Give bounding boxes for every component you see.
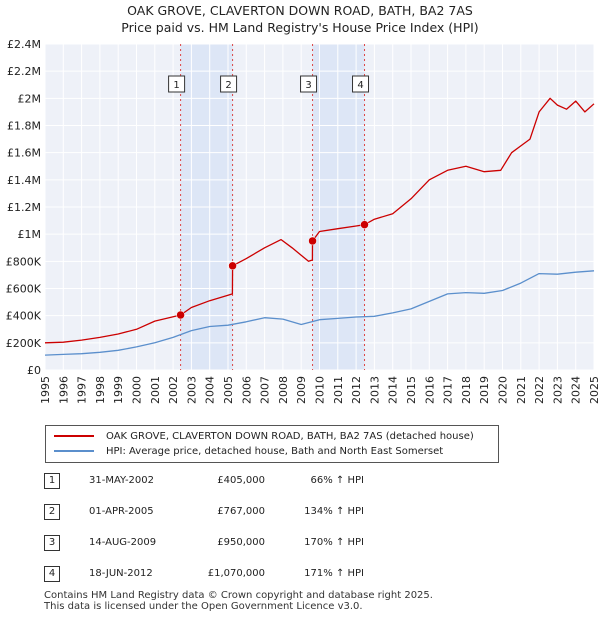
chart-title-line-2: Price paid vs. HM Land Registry's House … (121, 20, 479, 35)
y-tick-label: £2.4M (7, 38, 41, 51)
x-tick-label: 2017 (442, 376, 455, 404)
sale-number-badge: 3 (44, 535, 60, 551)
sale-marker-badge: 4 (352, 75, 370, 93)
x-tick-label: 2018 (460, 376, 473, 404)
sale-date: 18-JUN-2012 (89, 568, 153, 579)
x-tick-label: 2023 (551, 376, 564, 404)
chart-title-line-1: OAK GROVE, CLAVERTON DOWN ROAD, BATH, BA… (127, 3, 473, 18)
sale-date: 01-APR-2005 (89, 506, 154, 517)
x-tick-label: 1998 (94, 376, 107, 404)
sale-marker-badge-box (352, 75, 370, 93)
x-tick-label: 2000 (131, 376, 144, 404)
sale-marker-badge: 2 (220, 75, 238, 93)
x-tick-label: 2010 (314, 376, 327, 404)
x-tick-label: 2014 (387, 376, 400, 404)
sale-hpi-change: 66% ↑ HPI (310, 475, 364, 486)
x-tick-label: 2024 (570, 376, 583, 404)
chart-legend: OAK GROVE, CLAVERTON DOWN ROAD, BATH, BA… (45, 425, 499, 463)
x-tick-label: 2013 (368, 376, 381, 404)
sale-price: £405,000 (217, 475, 265, 486)
legend-label-hpi: HPI: Average price, detached house, Bath… (106, 446, 444, 457)
legend-swatch-property (54, 435, 94, 437)
x-tick-label: 2015 (405, 376, 418, 404)
x-tick-label: 2019 (478, 376, 491, 404)
sale-row: 3 14-AUG-2009 £950,000 170% ↑ HPI (44, 535, 484, 566)
legend-label-property: OAK GROVE, CLAVERTON DOWN ROAD, BATH, BA… (106, 431, 474, 442)
x-tick-label: 2007 (259, 376, 272, 404)
x-tick-label: 2012 (350, 376, 363, 404)
x-tick-label: 2001 (149, 376, 162, 404)
y-tick-label: £2M (18, 92, 42, 105)
footer-line-1: Contains HM Land Registry data © Crown c… (44, 590, 433, 601)
y-tick-label: £2.2M (7, 65, 41, 78)
sale-row: 4 18-JUN-2012 £1,070,000 171% ↑ HPI (44, 566, 484, 597)
y-tick-label: £1.8M (7, 120, 41, 133)
x-tick-label: 2005 (222, 376, 235, 404)
sale-marker-badge-label: 4 (357, 80, 363, 91)
sale-marker-badge: 1 (168, 75, 186, 93)
x-tick-label: 2021 (515, 376, 528, 404)
x-tick-label: 2008 (277, 376, 290, 404)
sales-table: 1 31-MAY-2002 £405,000 66% ↑ HPI 2 01-AP… (44, 473, 484, 597)
sale-marker-badge-label: 2 (225, 80, 231, 91)
sale-point (176, 310, 185, 320)
sale-price: £1,070,000 (207, 568, 265, 579)
sale-row: 1 31-MAY-2002 £405,000 66% ↑ HPI (44, 473, 484, 504)
x-tick-label: 1995 (39, 376, 52, 404)
sale-date: 31-MAY-2002 (89, 475, 155, 486)
sale-number-badge: 2 (44, 504, 60, 520)
x-tick-label: 2025 (588, 376, 600, 404)
legend-swatch-hpi (54, 450, 94, 452)
sale-point (360, 220, 369, 229)
footer-line-2: This data is licensed under the Open Gov… (44, 601, 363, 612)
x-tick-label: 2011 (332, 376, 345, 404)
sale-hpi-change: 134% ↑ HPI (304, 506, 364, 517)
x-tick-label: 2002 (167, 376, 180, 404)
x-tick-label: 2009 (295, 376, 308, 404)
sale-marker-badge: 3 (300, 75, 318, 93)
y-tick-label: £400K (6, 310, 42, 323)
sale-marker-badge-box (300, 75, 318, 93)
y-tick-label: £1.6M (7, 147, 41, 160)
legend-entry-hpi: HPI: Average price, detached house, Bath… (54, 445, 443, 459)
sale-number-badge: 1 (44, 473, 60, 489)
sale-date: 14-AUG-2009 (89, 537, 157, 548)
sale-point (308, 236, 317, 246)
sale-row: 2 01-APR-2005 £767,000 134% ↑ HPI (44, 504, 484, 535)
y-tick-label: £1.4M (7, 174, 41, 187)
series-line-hpi (44, 270, 595, 356)
x-tick-label: 1997 (76, 376, 89, 404)
x-tick-label: 2016 (423, 376, 436, 404)
price-chart: £0 £200K £400K £600K £800K £1M £1.2M £1.4M £1.6M… (6, 38, 600, 404)
sale-marker-badge-box (168, 75, 186, 93)
footer-attribution: Contains HM Land Registry data © Crown c… (44, 590, 433, 612)
sale-marker-badge-label: 3 (305, 80, 311, 91)
x-tick-label: 1999 (112, 376, 125, 404)
y-tick-label: £0 (27, 364, 41, 377)
x-tick-label: 2022 (533, 376, 546, 404)
x-tick-label: 1996 (57, 376, 70, 404)
x-tick-label: 2006 (240, 376, 253, 404)
x-tick-label: 2020 (497, 376, 510, 404)
y-tick-label: £800K (6, 255, 42, 268)
sale-price: £950,000 (217, 537, 265, 548)
y-tick-label: £600K (6, 283, 42, 296)
x-tick-label: 2003 (185, 376, 198, 404)
sale-marker-badge-box (220, 75, 238, 93)
sale-hpi-change: 171% ↑ HPI (304, 568, 364, 579)
sale-point (228, 261, 237, 271)
sale-hpi-change: 170% ↑ HPI (304, 537, 364, 548)
series-line-property (44, 97, 595, 344)
sale-price: £767,000 (217, 506, 265, 517)
legend-entry-property: OAK GROVE, CLAVERTON DOWN ROAD, BATH, BA… (54, 430, 474, 444)
y-tick-label: £1.2M (7, 201, 41, 214)
y-tick-label: £200K (6, 337, 42, 350)
x-tick-label: 2004 (204, 376, 217, 404)
y-tick-label: £1M (18, 228, 42, 241)
sale-marker-badge-label: 1 (173, 80, 179, 91)
sale-number-badge: 4 (44, 566, 60, 582)
